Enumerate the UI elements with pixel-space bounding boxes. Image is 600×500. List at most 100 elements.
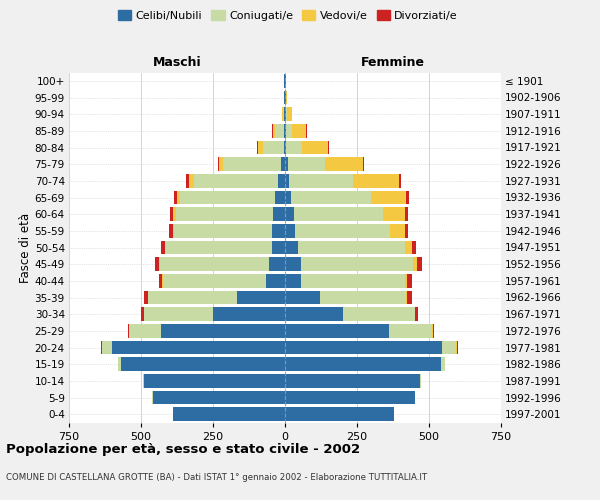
Bar [285, 290, 320, 304]
Bar [282, 108, 285, 121]
Bar [285, 140, 302, 154]
Bar [285, 258, 422, 271]
Bar [284, 74, 285, 88]
Bar [159, 258, 285, 271]
Bar [282, 108, 285, 121]
Bar [285, 308, 415, 321]
Bar [144, 308, 285, 321]
Bar [148, 290, 285, 304]
Bar [141, 308, 285, 321]
Bar [173, 408, 285, 421]
Bar [285, 258, 413, 271]
Bar [285, 274, 301, 287]
Bar [285, 108, 292, 121]
Bar [129, 324, 285, 338]
Bar [118, 358, 285, 371]
Bar [285, 408, 394, 421]
Bar [284, 140, 285, 154]
Text: Maschi: Maschi [152, 56, 202, 69]
Bar [285, 108, 292, 121]
Bar [152, 390, 285, 404]
Bar [285, 208, 293, 221]
Bar [285, 108, 286, 121]
Bar [285, 408, 394, 421]
Bar [285, 240, 298, 254]
Bar [173, 408, 285, 421]
Bar [218, 158, 285, 171]
Bar [173, 408, 285, 421]
Bar [285, 190, 291, 204]
Bar [180, 190, 285, 204]
Bar [285, 190, 406, 204]
Bar [173, 408, 285, 421]
Bar [257, 140, 285, 154]
Bar [161, 240, 285, 254]
Bar [152, 390, 285, 404]
Bar [285, 340, 442, 354]
Bar [285, 374, 421, 388]
Bar [285, 140, 286, 154]
Bar [173, 224, 285, 237]
Bar [143, 374, 285, 388]
Bar [285, 258, 418, 271]
Bar [130, 324, 285, 338]
Bar [284, 90, 285, 104]
Bar [285, 240, 416, 254]
Bar [158, 274, 285, 287]
Bar [285, 324, 389, 338]
Bar [152, 390, 285, 404]
Bar [112, 340, 285, 354]
Bar [188, 174, 285, 188]
Bar [223, 158, 285, 171]
Bar [285, 390, 415, 404]
Bar [285, 358, 445, 371]
Bar [285, 390, 415, 404]
Bar [285, 274, 407, 287]
Bar [285, 324, 432, 338]
Legend: Celibi/Nubili, Coniugati/e, Vedovi/e, Divorziati/e: Celibi/Nubili, Coniugati/e, Vedovi/e, Di… [113, 6, 463, 25]
Bar [272, 124, 285, 138]
Bar [285, 274, 404, 287]
Bar [285, 190, 371, 204]
Bar [285, 174, 399, 188]
Bar [285, 374, 421, 388]
Bar [164, 240, 285, 254]
Bar [169, 224, 285, 237]
Bar [284, 90, 285, 104]
Bar [285, 358, 445, 371]
Bar [272, 224, 285, 237]
Bar [269, 258, 285, 271]
Bar [284, 108, 285, 121]
Bar [285, 174, 401, 188]
Bar [118, 358, 285, 371]
Bar [170, 208, 285, 221]
Bar [177, 190, 285, 204]
Bar [118, 358, 285, 371]
Bar [285, 124, 286, 138]
Bar [285, 308, 418, 321]
Bar [285, 340, 457, 354]
Bar [285, 408, 394, 421]
Bar [143, 374, 285, 388]
Bar [185, 174, 285, 188]
Bar [285, 90, 287, 104]
Bar [257, 140, 285, 154]
Bar [285, 290, 407, 304]
Bar [166, 240, 285, 254]
Bar [176, 208, 285, 221]
Bar [278, 174, 285, 188]
Bar [285, 108, 287, 121]
Bar [285, 258, 301, 271]
Bar [285, 140, 328, 154]
Bar [285, 224, 404, 237]
Bar [284, 74, 285, 88]
Bar [285, 340, 457, 354]
Bar [143, 308, 285, 321]
Bar [285, 90, 286, 104]
Bar [148, 290, 285, 304]
Bar [285, 308, 415, 321]
Bar [102, 340, 285, 354]
Bar [173, 208, 285, 221]
Bar [285, 340, 458, 354]
Bar [285, 158, 325, 171]
